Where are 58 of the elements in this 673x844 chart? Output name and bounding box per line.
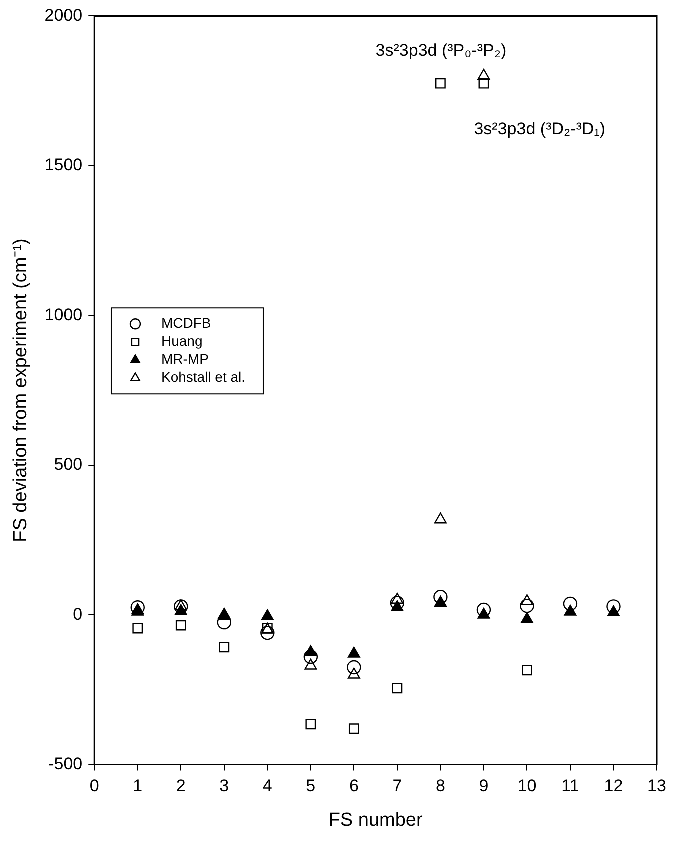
annotation: 3s²3p3d (³P₀-³P₂) [376, 41, 507, 60]
x-tick-label: 0 [90, 776, 100, 796]
y-tick-label: 1500 [44, 156, 83, 175]
x-tick-label: 12 [604, 776, 624, 796]
point [347, 660, 362, 675]
point [348, 646, 360, 658]
x-tick-label: 9 [479, 776, 489, 796]
y-tick-label: 0 [73, 604, 83, 624]
point [434, 590, 448, 604]
point [476, 602, 492, 618]
y-tick-label: 500 [54, 455, 83, 474]
point [176, 620, 186, 631]
legend-label: MCDFB [161, 315, 212, 332]
point [520, 612, 534, 624]
point [304, 658, 318, 670]
x-tick-label: 13 [648, 776, 666, 796]
point [261, 609, 274, 620]
x-axis-title: FS number [328, 810, 424, 831]
point [174, 600, 188, 611]
point [348, 724, 360, 734]
y-axis-title: FS deviation from experiment (cm⁻¹) [10, 238, 32, 542]
legend-label: MR-MP [161, 351, 209, 368]
point [260, 626, 275, 640]
point [522, 665, 532, 676]
point [174, 600, 188, 614]
point [392, 683, 403, 694]
x-tick-label: 2 [176, 776, 186, 796]
x-tick-label: 1 [133, 776, 143, 796]
y-tick-label: 2000 [44, 6, 83, 25]
annotation: 3s²3p3d (³D₂-³D₁) [474, 120, 606, 139]
point [478, 68, 490, 80]
point [436, 78, 446, 89]
point [390, 596, 405, 610]
y-tick-label: -500 [48, 754, 83, 774]
x-tick-label: 10 [518, 776, 537, 796]
point [434, 512, 447, 524]
x-tick-label: 8 [436, 776, 446, 796]
x-tick-label: 7 [392, 776, 402, 796]
point [391, 593, 404, 604]
legend-label: Kohstall et al. [161, 369, 246, 386]
x-tick-label: 6 [349, 776, 359, 796]
point [520, 598, 534, 614]
point [348, 668, 360, 679]
point [564, 604, 577, 616]
x-tick-label: 4 [262, 776, 272, 796]
point [563, 596, 578, 612]
x-tick-label: 5 [306, 776, 316, 796]
point [306, 719, 316, 730]
point [132, 623, 144, 634]
point [304, 650, 318, 664]
point [219, 642, 230, 653]
point [478, 78, 490, 89]
y-tick-label: 1000 [44, 305, 83, 324]
x-tick-label: 3 [220, 776, 230, 796]
point [520, 594, 534, 606]
x-tick-label: 11 [562, 776, 580, 796]
point [606, 600, 621, 614]
legend-label: Huang [161, 333, 203, 350]
